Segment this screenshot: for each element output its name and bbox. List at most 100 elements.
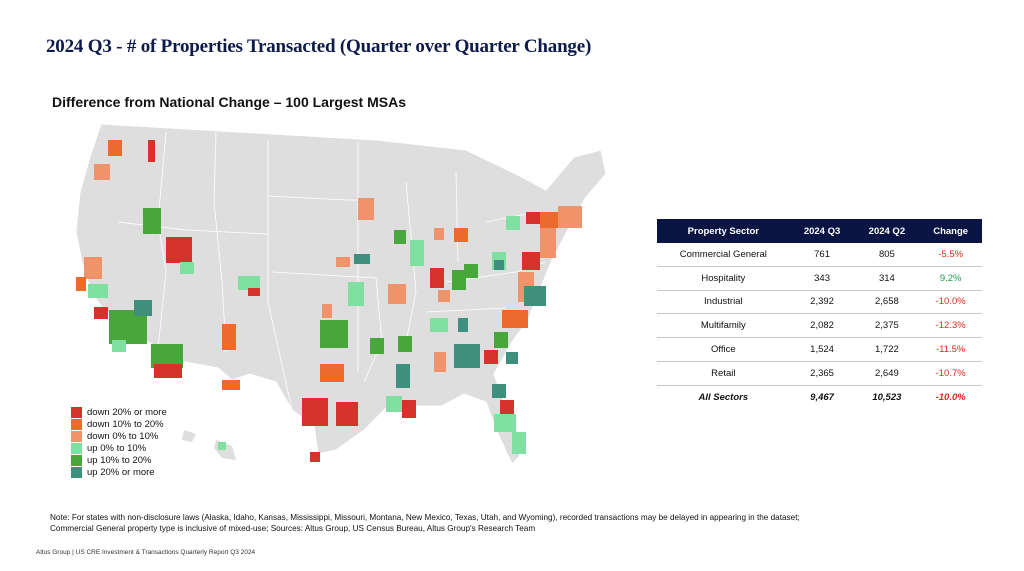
- sector-table: Property Sector 2024 Q3 2024 Q2 Change C…: [657, 219, 982, 409]
- msa-region[interactable]: [76, 277, 86, 291]
- msa-region[interactable]: [180, 262, 194, 274]
- legend-item: down 20% or more: [71, 406, 167, 418]
- msa-region[interactable]: [320, 320, 348, 348]
- legend-label: up 0% to 10%: [87, 442, 147, 454]
- legend-item: up 10% to 20%: [71, 454, 167, 466]
- msa-region[interactable]: [238, 276, 260, 290]
- footnote-line: Commercial General property type is incl…: [50, 524, 536, 533]
- msa-region[interactable]: [166, 237, 192, 263]
- table-row: Retail 2,365 2,649 -10.7%: [657, 361, 982, 386]
- msa-region[interactable]: [540, 228, 556, 258]
- msa-region[interactable]: [506, 216, 520, 230]
- msa-region[interactable]: [492, 384, 506, 398]
- msa-region[interactable]: [134, 300, 152, 316]
- msa-region[interactable]: [394, 230, 406, 244]
- msa-region[interactable]: [336, 402, 358, 426]
- sector-cell: All Sectors: [698, 391, 749, 403]
- msa-region[interactable]: [336, 257, 350, 267]
- msa-region[interactable]: [430, 268, 444, 288]
- msa-region[interactable]: [522, 252, 540, 270]
- msa-region[interactable]: [143, 208, 161, 234]
- msa-region[interactable]: [430, 318, 448, 332]
- legend-swatch: [71, 418, 82, 430]
- msa-region[interactable]: [320, 364, 344, 382]
- us-msa-map: [46, 112, 631, 502]
- msa-region[interactable]: [454, 344, 480, 368]
- msa-region[interactable]: [154, 364, 182, 378]
- table-row: Hospitality 343 314 9.2%: [657, 266, 982, 291]
- sector-cell: Retail: [657, 361, 790, 386]
- msa-region[interactable]: [354, 254, 370, 264]
- msa-region[interactable]: [540, 212, 562, 228]
- msa-region[interactable]: [310, 452, 320, 462]
- legend-item: down 0% to 10%: [71, 430, 167, 442]
- msa-region[interactable]: [248, 288, 260, 296]
- msa-region[interactable]: [402, 400, 416, 418]
- msa-region[interactable]: [302, 398, 328, 426]
- msa-region[interactable]: [396, 364, 410, 388]
- q3-cell: 343: [789, 266, 855, 291]
- msa-region[interactable]: [94, 307, 108, 319]
- msa-region[interactable]: [94, 164, 110, 180]
- q3-cell: 2,082: [789, 313, 855, 339]
- msa-region[interactable]: [218, 442, 226, 450]
- msa-region[interactable]: [494, 332, 508, 348]
- msa-region[interactable]: [222, 324, 236, 350]
- msa-region[interactable]: [464, 264, 478, 278]
- change-cell: 9.2%: [919, 266, 982, 291]
- page-footer: Altus Group | US CRE Investment & Transa…: [36, 549, 256, 556]
- msa-region[interactable]: [458, 318, 468, 332]
- column-header: Change: [919, 219, 982, 243]
- msa-region[interactable]: [494, 260, 504, 270]
- q2-cell: 10,523: [872, 391, 902, 403]
- msa-region[interactable]: [108, 140, 122, 156]
- msa-region[interactable]: [348, 282, 364, 306]
- msa-region[interactable]: [222, 380, 240, 390]
- q2-cell: 805: [854, 243, 920, 267]
- q2-cell: 314: [854, 266, 920, 291]
- table-row: Industrial 2,392 2,658 -10.0%: [657, 290, 982, 315]
- msa-region[interactable]: [452, 270, 466, 290]
- msa-region[interactable]: [388, 284, 406, 304]
- msa-region[interactable]: [526, 212, 540, 224]
- msa-region[interactable]: [358, 198, 374, 220]
- sector-cell: Hospitality: [657, 266, 790, 291]
- q2-cell: 1,722: [854, 337, 920, 362]
- msa-region[interactable]: [398, 336, 412, 352]
- change-cell: -10.0%: [919, 290, 982, 315]
- msa-region[interactable]: [484, 350, 498, 364]
- msa-region[interactable]: [558, 206, 582, 228]
- msa-region[interactable]: [494, 414, 516, 432]
- change-cell: -10.0%: [935, 391, 966, 403]
- msa-region[interactable]: [524, 286, 546, 306]
- q3-cell: 1,524: [789, 337, 855, 362]
- footnote-line: Note: For states with non-disclosure law…: [50, 513, 800, 522]
- msa-region[interactable]: [88, 284, 108, 298]
- msa-region[interactable]: [438, 290, 450, 302]
- legend-swatch: [71, 454, 82, 466]
- msa-region[interactable]: [434, 352, 446, 372]
- msa-region[interactable]: [454, 228, 468, 242]
- q3-cell: 2,365: [789, 361, 855, 386]
- msa-region[interactable]: [506, 352, 518, 364]
- msa-region[interactable]: [410, 240, 424, 266]
- q2-cell: 2,375: [854, 313, 920, 339]
- total-row: All Sectors 9,467 10,523 -10.0%: [657, 385, 982, 408]
- column-header: Property Sector: [657, 219, 790, 243]
- sector-cell: Industrial: [657, 290, 790, 315]
- msa-region[interactable]: [112, 340, 126, 352]
- msa-region[interactable]: [512, 432, 526, 454]
- msa-region[interactable]: [386, 396, 402, 412]
- msa-region[interactable]: [322, 304, 332, 318]
- sector-cell: Commercial General: [657, 243, 790, 267]
- msa-region[interactable]: [500, 400, 514, 418]
- msa-region[interactable]: [434, 228, 444, 240]
- change-cell: -5.5%: [919, 243, 982, 267]
- msa-region[interactable]: [370, 338, 384, 354]
- msa-regions: [76, 140, 582, 462]
- msa-region[interactable]: [502, 310, 528, 328]
- column-header: 2024 Q3: [789, 219, 855, 243]
- msa-region[interactable]: [84, 257, 102, 279]
- msa-region[interactable]: [148, 140, 155, 162]
- map-title: Difference from National Change – 100 La…: [52, 94, 406, 110]
